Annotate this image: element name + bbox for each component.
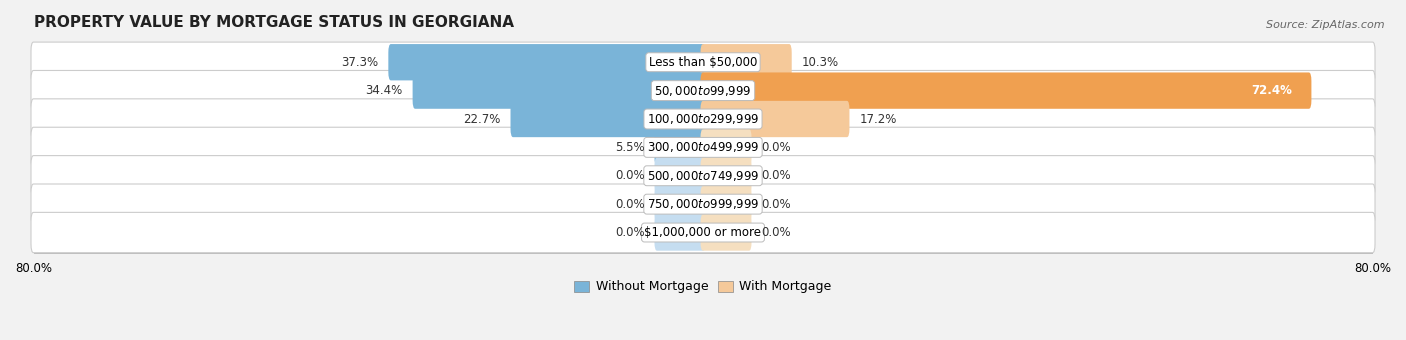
Text: 37.3%: 37.3%	[342, 56, 378, 69]
FancyBboxPatch shape	[700, 44, 792, 80]
FancyBboxPatch shape	[31, 70, 1375, 111]
FancyBboxPatch shape	[700, 129, 752, 166]
Text: $100,000 to $299,999: $100,000 to $299,999	[647, 112, 759, 126]
Text: $300,000 to $499,999: $300,000 to $499,999	[647, 140, 759, 154]
Text: $500,000 to $749,999: $500,000 to $749,999	[647, 169, 759, 183]
FancyBboxPatch shape	[654, 158, 706, 194]
FancyBboxPatch shape	[31, 156, 1375, 196]
FancyBboxPatch shape	[700, 214, 752, 251]
FancyBboxPatch shape	[700, 101, 849, 137]
Text: 5.5%: 5.5%	[614, 141, 644, 154]
FancyBboxPatch shape	[654, 129, 706, 166]
Text: PROPERTY VALUE BY MORTGAGE STATUS IN GEORGIANA: PROPERTY VALUE BY MORTGAGE STATUS IN GEO…	[34, 15, 513, 30]
Text: 10.3%: 10.3%	[801, 56, 839, 69]
Text: $750,000 to $999,999: $750,000 to $999,999	[647, 197, 759, 211]
Text: 34.4%: 34.4%	[366, 84, 402, 97]
FancyBboxPatch shape	[31, 184, 1375, 224]
FancyBboxPatch shape	[31, 99, 1375, 139]
Text: Less than $50,000: Less than $50,000	[648, 56, 758, 69]
FancyBboxPatch shape	[388, 44, 706, 80]
Text: $50,000 to $99,999: $50,000 to $99,999	[654, 84, 752, 98]
FancyBboxPatch shape	[654, 186, 706, 222]
FancyBboxPatch shape	[654, 214, 706, 251]
FancyBboxPatch shape	[700, 158, 752, 194]
Text: 17.2%: 17.2%	[859, 113, 897, 125]
FancyBboxPatch shape	[412, 72, 706, 109]
Text: 0.0%: 0.0%	[762, 198, 792, 211]
Text: 72.4%: 72.4%	[1251, 84, 1292, 97]
FancyBboxPatch shape	[700, 72, 1312, 109]
FancyBboxPatch shape	[31, 212, 1375, 253]
Text: $1,000,000 or more: $1,000,000 or more	[644, 226, 762, 239]
Text: 0.0%: 0.0%	[762, 226, 792, 239]
FancyBboxPatch shape	[31, 127, 1375, 168]
FancyBboxPatch shape	[31, 42, 1375, 82]
Text: 0.0%: 0.0%	[614, 169, 644, 182]
Text: 0.0%: 0.0%	[614, 198, 644, 211]
Text: Source: ZipAtlas.com: Source: ZipAtlas.com	[1267, 20, 1385, 30]
FancyBboxPatch shape	[700, 186, 752, 222]
FancyBboxPatch shape	[510, 101, 706, 137]
Text: 22.7%: 22.7%	[463, 113, 501, 125]
Text: 0.0%: 0.0%	[614, 226, 644, 239]
Text: 0.0%: 0.0%	[762, 141, 792, 154]
Text: 0.0%: 0.0%	[762, 169, 792, 182]
Legend: Without Mortgage, With Mortgage: Without Mortgage, With Mortgage	[569, 275, 837, 299]
